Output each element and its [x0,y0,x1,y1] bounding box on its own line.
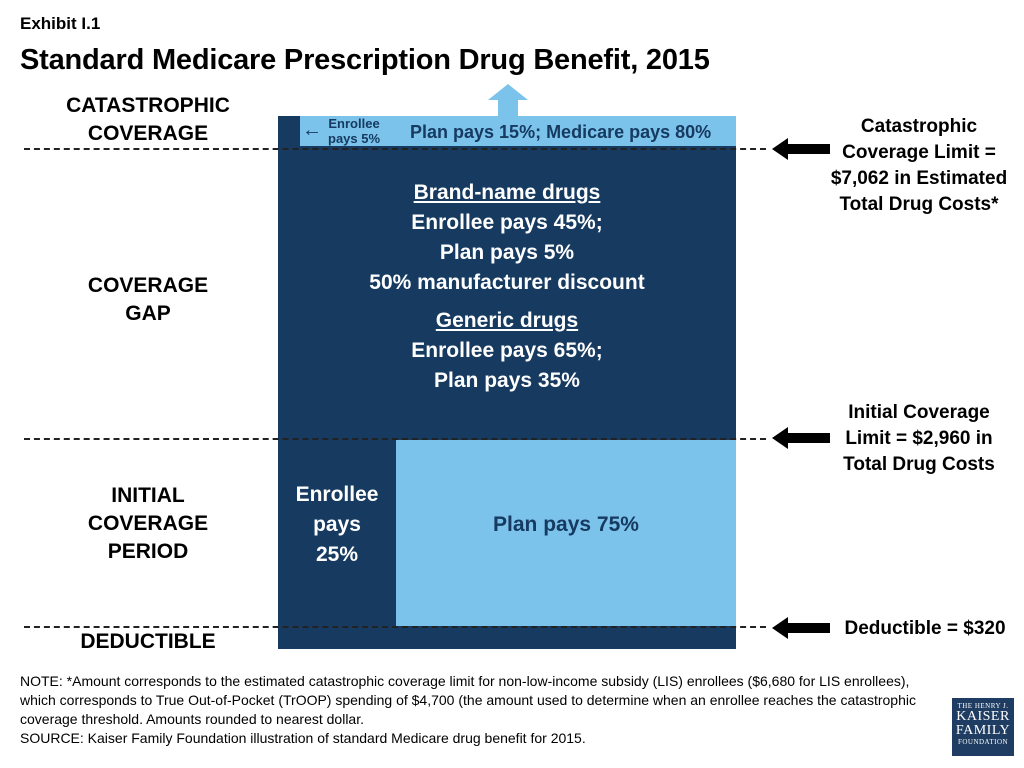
catastrophic-enrollee-share: Enrollee pays 5% [328,116,380,146]
initial-enrollee-line: Enrollee [295,483,379,506]
brand-drugs-heading: Brand-name drugs [413,181,601,204]
catastrophic-bar [300,116,736,146]
stage-label-gap: COVERAGE GAP [58,272,238,328]
page-title: Standard Medicare Prescription Drug Bene… [20,44,710,76]
left-arrow-icon [772,617,830,639]
coverage-gap-text: Brand-name drugs Enrollee pays 45%; Plan… [278,178,736,396]
stage-label-line: CATASTROPHIC [66,94,230,117]
initial-enrollee-line: pays [313,513,361,536]
logo-line: THE HENRY J. [957,702,1009,710]
logo-line: FAMILY [955,723,1011,738]
stage-label-deductible: DEDUCTIBLE [80,630,216,653]
limit-line: Limit = $2,960 in [845,428,993,449]
stage-label-line: COVERAGE [87,122,209,145]
limit-line: Catastrophic [860,116,978,137]
brand-line: Enrollee pays 45%; [411,211,603,234]
stage-label-line: GAP [125,302,171,325]
kff-logo: THE HENRY J. KAISER FAMILY FOUNDATION [952,698,1014,756]
initial-enrollee-share: Enrollee pays 25% [278,480,396,570]
generic-drugs-heading: Generic drugs [435,309,579,332]
initial-limit-label: Initial Coverage Limit = $2,960 in Total… [822,400,1016,478]
deductible-threshold-line [24,626,766,628]
deductible-limit-label: Deductible = $320 [844,618,1006,639]
initial-plan-share: Plan pays 75% [493,513,639,536]
stage-label-line: PERIOD [107,540,189,563]
left-arrow-icon [772,138,830,160]
stage-label-initial: INITIAL COVERAGE PERIOD [58,482,238,566]
generic-line: Plan pays 35% [434,369,580,392]
logo-line: KAISER [956,709,1010,724]
catastrophic-plan-medicare-share: Plan pays 15%; Medicare pays 80% [410,122,712,142]
catastrophic-enrollee-line: pays 5% [328,131,381,146]
logo-line: FOUNDATION [957,738,1009,746]
stage-label-line: INITIAL [111,484,185,507]
limit-line: $7,062 in Estimated [830,168,1008,189]
brand-line: Plan pays 5% [439,241,575,264]
note-text: NOTE: *Amount corresponds to the estimat… [20,673,916,727]
generic-line: Enrollee pays 65%; [411,339,603,362]
source-text: SOURCE: Kaiser Family Foundation illustr… [20,730,586,746]
initial-enrollee-line: 25% [315,543,359,566]
up-arrow-icon [488,84,528,118]
stage-label-catastrophic: CATASTROPHIC COVERAGE [58,92,238,148]
footnote: NOTE: *Amount corresponds to the estimat… [20,672,925,748]
limit-line: Coverage Limit = [842,142,996,163]
enrollee-arrow-icon: ← [302,119,322,141]
catastrophic-threshold-line [24,148,766,150]
exhibit-label: Exhibit I.1 [20,14,101,33]
limit-line: Total Drug Costs [843,454,995,475]
left-arrow-icon [772,427,830,449]
stage-label-line: COVERAGE [87,274,209,297]
limit-line: Initial Coverage [848,402,990,423]
catastrophic-enrollee-line: Enrollee [328,116,380,131]
catastrophic-limit-label: Catastrophic Coverage Limit = $7,062 in … [822,114,1016,218]
initial-plan-block [396,440,736,626]
brand-line: 50% manufacturer discount [369,271,645,294]
stage-label-line: COVERAGE [87,512,209,535]
initial-threshold-line [24,438,766,440]
limit-line: Total Drug Costs* [839,194,999,215]
